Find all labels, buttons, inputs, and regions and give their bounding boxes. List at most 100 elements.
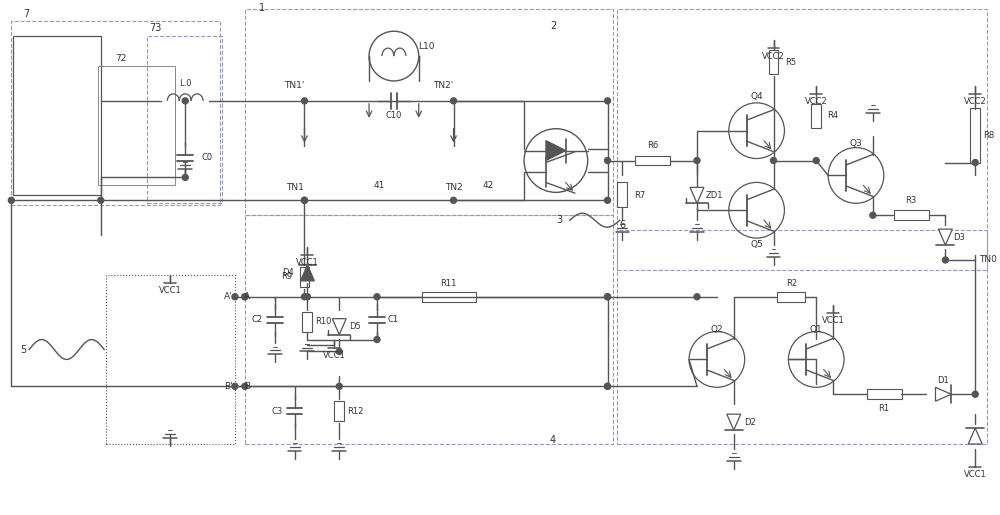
Text: 2: 2 (550, 21, 556, 31)
Circle shape (605, 294, 611, 300)
Text: TN1': TN1' (284, 81, 305, 91)
Bar (302, 312, 312, 332)
Circle shape (605, 98, 611, 104)
Text: Q1: Q1 (810, 325, 823, 334)
Text: L.0: L.0 (179, 79, 191, 89)
Bar (334, 401, 344, 421)
Bar (422, 292, 476, 302)
Text: D5: D5 (349, 322, 361, 331)
Circle shape (694, 294, 700, 300)
Circle shape (605, 383, 611, 389)
Circle shape (304, 294, 310, 300)
Polygon shape (690, 187, 704, 203)
Polygon shape (332, 319, 346, 335)
Polygon shape (300, 265, 314, 281)
Circle shape (605, 197, 611, 203)
Text: A: A (244, 293, 250, 301)
Circle shape (336, 349, 342, 354)
Text: 73: 73 (149, 23, 162, 33)
Text: D1: D1 (938, 376, 949, 385)
Circle shape (98, 197, 104, 203)
Circle shape (972, 391, 978, 397)
Bar (617, 9, 987, 270)
Circle shape (374, 294, 380, 300)
Bar (98, 66, 175, 185)
Circle shape (605, 158, 611, 163)
Text: R8: R8 (984, 131, 995, 140)
Text: VCC1: VCC1 (159, 286, 182, 295)
Text: C1: C1 (387, 315, 398, 324)
Circle shape (942, 257, 948, 263)
Text: 7: 7 (23, 9, 29, 20)
Text: R5: R5 (785, 58, 796, 66)
Text: TN2': TN2' (433, 81, 454, 91)
Circle shape (870, 212, 876, 218)
Text: R11: R11 (440, 279, 457, 288)
Text: R1: R1 (878, 404, 889, 413)
Polygon shape (938, 229, 952, 245)
Bar (811, 104, 821, 128)
Text: VCC1: VCC1 (822, 316, 844, 325)
Circle shape (374, 337, 380, 342)
Bar (617, 182, 627, 207)
Text: 1: 1 (259, 4, 265, 13)
Circle shape (451, 197, 457, 203)
Bar (777, 292, 805, 302)
Bar (867, 389, 902, 399)
Text: Q3: Q3 (850, 139, 862, 148)
Text: R2: R2 (786, 279, 797, 288)
Circle shape (771, 158, 776, 163)
Text: TN0: TN0 (979, 255, 997, 265)
Text: C10: C10 (386, 111, 402, 121)
Text: 4: 4 (550, 435, 556, 445)
Text: 5: 5 (20, 345, 26, 354)
Text: A': A' (224, 293, 232, 301)
Text: VCC1: VCC1 (964, 470, 987, 479)
Text: R10: R10 (315, 317, 332, 326)
Text: C3: C3 (271, 407, 282, 416)
Bar (635, 156, 670, 165)
Text: VCC2: VCC2 (964, 97, 987, 106)
Bar (617, 230, 987, 444)
Bar (970, 108, 980, 163)
Bar (894, 210, 929, 220)
Text: 72: 72 (115, 54, 126, 63)
Text: C0: C0 (202, 153, 213, 162)
Circle shape (301, 197, 307, 203)
Text: VCC2: VCC2 (805, 97, 828, 106)
Text: L10: L10 (418, 42, 435, 50)
Text: Q2: Q2 (711, 325, 723, 334)
Text: B': B' (224, 382, 232, 391)
Text: VCC1: VCC1 (296, 259, 319, 267)
Circle shape (242, 294, 248, 300)
Text: B: B (244, 382, 250, 391)
Text: TN2: TN2 (445, 183, 462, 192)
Circle shape (972, 160, 978, 165)
Polygon shape (968, 428, 982, 444)
Circle shape (182, 175, 188, 180)
Text: ZD1: ZD1 (706, 191, 724, 200)
Circle shape (451, 98, 457, 104)
Circle shape (301, 197, 307, 203)
Text: Q4: Q4 (750, 92, 763, 101)
Circle shape (694, 158, 700, 163)
Bar (245, 215, 613, 444)
Text: VCC2: VCC2 (762, 52, 785, 61)
Circle shape (301, 294, 307, 300)
Circle shape (605, 294, 611, 300)
Circle shape (242, 294, 248, 300)
Text: D4: D4 (282, 268, 293, 278)
Text: R4: R4 (828, 111, 839, 121)
Text: Q5: Q5 (750, 239, 763, 249)
Text: D3: D3 (953, 233, 965, 242)
Polygon shape (546, 141, 566, 161)
Circle shape (813, 158, 819, 163)
Bar (769, 50, 778, 74)
Circle shape (232, 383, 238, 389)
Text: VCC1: VCC1 (323, 351, 346, 360)
Circle shape (336, 383, 342, 389)
Circle shape (182, 98, 188, 104)
Circle shape (242, 383, 248, 389)
Circle shape (605, 383, 611, 389)
Text: C2: C2 (251, 315, 262, 324)
